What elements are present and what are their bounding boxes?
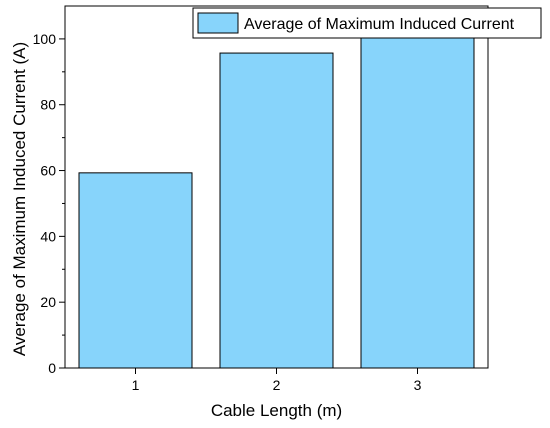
y-tick-label: 100 [33, 31, 57, 47]
legend: Average of Maximum Induced Current [192, 7, 542, 39]
legend-swatch [197, 12, 239, 34]
bars [78, 32, 475, 369]
legend-label: Average of Maximum Induced Current [244, 16, 515, 33]
y-axis-label: Average of Maximum Induced Current (A) [10, 42, 29, 356]
bar [219, 52, 334, 369]
y-tick-label: 40 [40, 228, 56, 244]
x-tick-label: 2 [273, 377, 281, 393]
y-tick-label: 20 [40, 294, 56, 310]
bar [360, 32, 475, 369]
y-tick-label: 80 [40, 97, 56, 113]
axes: 0 20 40 60 80 100 1 2 3 [33, 31, 422, 393]
x-tick-label: 3 [414, 377, 422, 393]
bar [78, 172, 193, 369]
y-tick-label: 0 [48, 360, 56, 376]
x-axis-label: Cable Length (m) [211, 401, 342, 420]
y-tick-label: 60 [40, 163, 56, 179]
x-tick-label: 1 [132, 377, 140, 393]
legend-box [192, 7, 542, 39]
